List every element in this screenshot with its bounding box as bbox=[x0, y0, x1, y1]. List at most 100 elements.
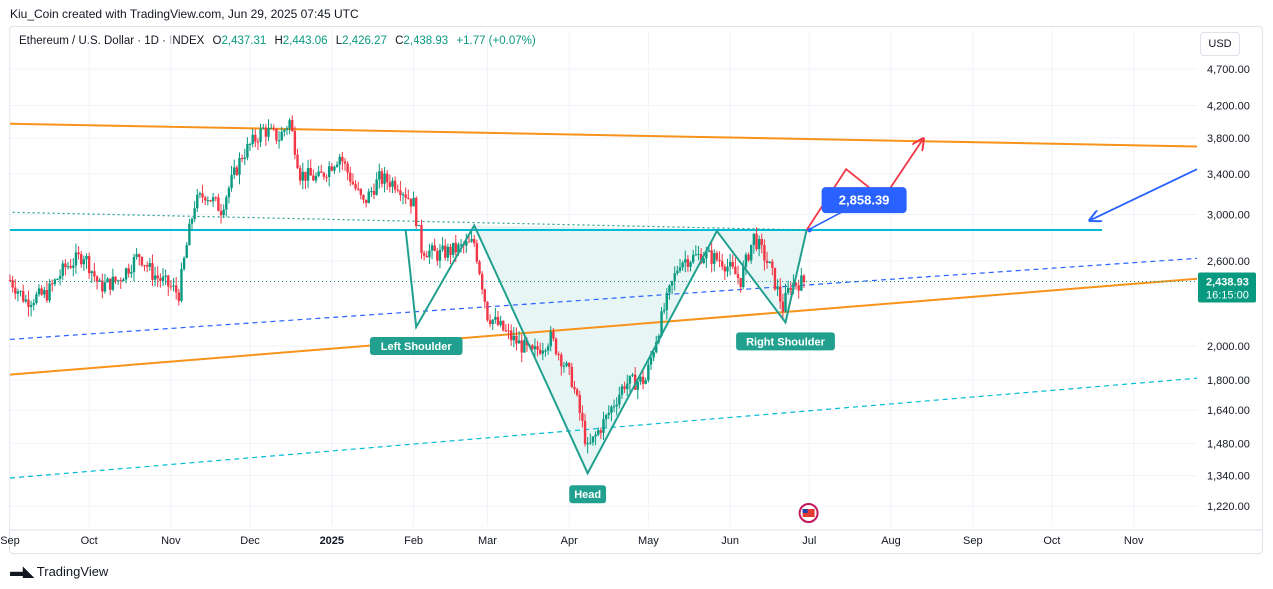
candle-body bbox=[66, 266, 70, 268]
y-axis-tick-label: 1,340.00 bbox=[1207, 471, 1250, 483]
ohlc-legend: Ethereum / U.S. Dollar · 1D · INDEX O2,4… bbox=[19, 35, 536, 47]
candle-body bbox=[325, 176, 328, 178]
candle-body bbox=[779, 286, 782, 302]
candle-body bbox=[494, 316, 497, 320]
candle-body bbox=[444, 245, 447, 258]
candle-body bbox=[116, 280, 120, 282]
candle-body bbox=[338, 156, 341, 165]
y-axis-tick-label: 3,800.00 bbox=[1207, 133, 1250, 145]
candle-body bbox=[362, 194, 365, 200]
candle-body bbox=[752, 233, 756, 245]
candle-body bbox=[182, 257, 186, 269]
candle-body bbox=[781, 301, 785, 312]
candle-body bbox=[425, 255, 428, 258]
candle-body bbox=[430, 245, 434, 251]
candle-body bbox=[151, 263, 154, 280]
candle-body bbox=[768, 261, 771, 264]
candle-body bbox=[277, 140, 281, 142]
footer: ▬◣ TradingView bbox=[10, 563, 108, 580]
candle-body bbox=[174, 285, 178, 293]
candle-body bbox=[203, 197, 207, 201]
candle-body bbox=[85, 255, 88, 260]
candle-body bbox=[742, 266, 745, 288]
candle-body bbox=[488, 320, 492, 325]
x-axis-tick-label: Nov bbox=[1124, 535, 1144, 547]
candle-body bbox=[161, 276, 165, 281]
current-price-tag[interactable] bbox=[821, 187, 907, 214]
candle-body bbox=[457, 244, 460, 253]
candle-body bbox=[586, 443, 589, 445]
dotted-resistance-line[interactable] bbox=[12, 211, 807, 231]
candle-body bbox=[483, 289, 486, 302]
candle-body bbox=[750, 244, 753, 261]
candle-body bbox=[222, 209, 225, 216]
candle-body bbox=[747, 254, 750, 261]
candle-body bbox=[507, 330, 510, 332]
inverse-head-shoulders-pattern[interactable] bbox=[404, 223, 808, 476]
candle-body bbox=[11, 280, 14, 288]
x-axis-tick-label: Oct bbox=[81, 535, 98, 547]
candle-body bbox=[335, 164, 339, 167]
annotation-box[interactable] bbox=[369, 336, 463, 355]
attribution-text: Kiu_Coin created with TradingView.com, J… bbox=[10, 7, 359, 21]
candle-body bbox=[40, 288, 43, 295]
candle-body bbox=[283, 130, 286, 132]
candle-body bbox=[48, 283, 51, 301]
candle-body bbox=[662, 309, 666, 312]
candle-body bbox=[124, 268, 128, 280]
symbol-label[interactable]: Ethereum / U.S. Dollar · 1D · INDEX bbox=[19, 35, 205, 47]
y-axis-tick-label: 2,000.00 bbox=[1207, 341, 1250, 353]
candle-body bbox=[800, 275, 803, 291]
blue-arrow[interactable] bbox=[1091, 168, 1198, 220]
x-axis-tick-label: Aug bbox=[881, 535, 901, 547]
candle-body bbox=[351, 181, 355, 185]
candle-body bbox=[101, 280, 104, 292]
annotation-box[interactable] bbox=[569, 485, 607, 504]
x-axis-tick-label: Mar bbox=[478, 535, 497, 547]
candle-body bbox=[159, 278, 162, 281]
x-axis-tick-label: Apr bbox=[561, 535, 578, 547]
candle-body bbox=[193, 208, 196, 219]
open-value: 2,437.31 bbox=[221, 35, 267, 47]
mid-channel-line[interactable] bbox=[9, 257, 1198, 341]
candle-body bbox=[343, 161, 347, 164]
candle-body bbox=[264, 127, 268, 137]
candle-body bbox=[93, 271, 96, 277]
candle-body bbox=[612, 406, 616, 408]
candle-body bbox=[285, 128, 289, 131]
candle-body bbox=[678, 267, 682, 271]
candle-body bbox=[417, 225, 421, 227]
candle-body bbox=[135, 254, 138, 257]
candle-body bbox=[597, 430, 600, 435]
candle-body bbox=[496, 316, 500, 325]
candle-body bbox=[644, 380, 647, 384]
candle-body bbox=[776, 286, 779, 290]
candle-body bbox=[789, 287, 792, 290]
annotation-box[interactable] bbox=[736, 332, 835, 351]
tradingview-logo-text[interactable]: TradingView bbox=[36, 564, 109, 579]
candle-body bbox=[43, 290, 46, 295]
lower-channel-line[interactable] bbox=[9, 277, 1198, 376]
candle-body bbox=[581, 412, 584, 421]
candle-body bbox=[51, 283, 54, 285]
upper-channel-line[interactable] bbox=[9, 122, 1198, 148]
candle-body bbox=[544, 350, 547, 352]
candle-body bbox=[375, 179, 378, 195]
candle-body bbox=[214, 197, 217, 199]
candle-body bbox=[298, 168, 302, 181]
y-axis-tick-label: 1,640.00 bbox=[1207, 405, 1250, 417]
candle-body bbox=[349, 172, 352, 182]
candle-body bbox=[620, 386, 624, 395]
candle-body bbox=[594, 434, 597, 437]
candle-body bbox=[32, 303, 35, 306]
candle-body bbox=[607, 412, 610, 416]
candle-body bbox=[288, 120, 291, 129]
high-label: H bbox=[274, 35, 283, 47]
last-price-axis-label[interactable] bbox=[1198, 272, 1256, 303]
currency-button[interactable]: USD bbox=[1200, 32, 1240, 56]
projection-arrow[interactable] bbox=[805, 140, 923, 231]
candle-body bbox=[82, 259, 86, 265]
candle-body bbox=[802, 275, 806, 283]
candle-body bbox=[562, 365, 566, 367]
